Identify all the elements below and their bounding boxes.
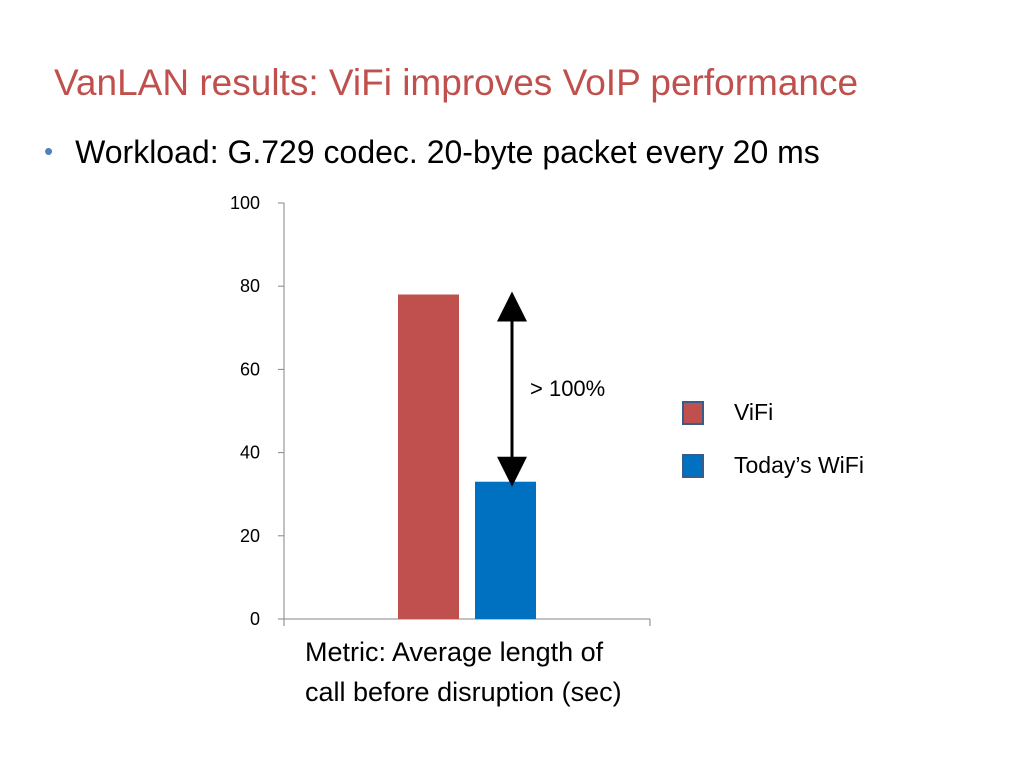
bar-vifi	[398, 294, 459, 619]
bullet-icon: •	[44, 136, 54, 166]
legend-swatch-vifi	[682, 400, 704, 425]
difference-annotation: > 100%	[530, 376, 605, 401]
metric-caption-line-1: Metric: Average length of	[305, 637, 604, 667]
legend-swatch-todays-wifi	[682, 453, 704, 478]
legend-label-todays-wifi: Today’s WiFi	[734, 452, 864, 478]
legend-label-vifi: ViFi	[734, 399, 774, 425]
legend-item-todays-wifi: Today’s WiFi	[682, 439, 864, 492]
y-tick-label: 100	[230, 193, 260, 213]
y-axis-ticks: 0 20 40 60 80 100	[230, 193, 284, 629]
y-tick-label: 40	[240, 443, 260, 463]
y-tick-label: 0	[250, 609, 260, 629]
bullet-text: Workload: G.729 codec. 20-byte packet ev…	[75, 134, 820, 170]
y-tick-label: 80	[240, 276, 260, 296]
y-tick-label: 20	[240, 526, 260, 546]
bars	[398, 294, 536, 619]
y-tick-label: 60	[240, 359, 260, 379]
metric-caption: Metric: Average length of call before di…	[305, 632, 705, 712]
bullet-item: • Workload: G.729 codec. 20-byte packet e…	[44, 134, 820, 171]
legend: ViFi Today’s WiFi	[682, 386, 864, 492]
slide-title: VanLAN results: ViFi improves VoIP perfo…	[54, 62, 859, 103]
legend-item-vifi: ViFi	[682, 386, 864, 439]
bar-todays-wifi	[475, 481, 536, 619]
metric-caption-line-2: call before disruption (sec)	[305, 677, 622, 707]
